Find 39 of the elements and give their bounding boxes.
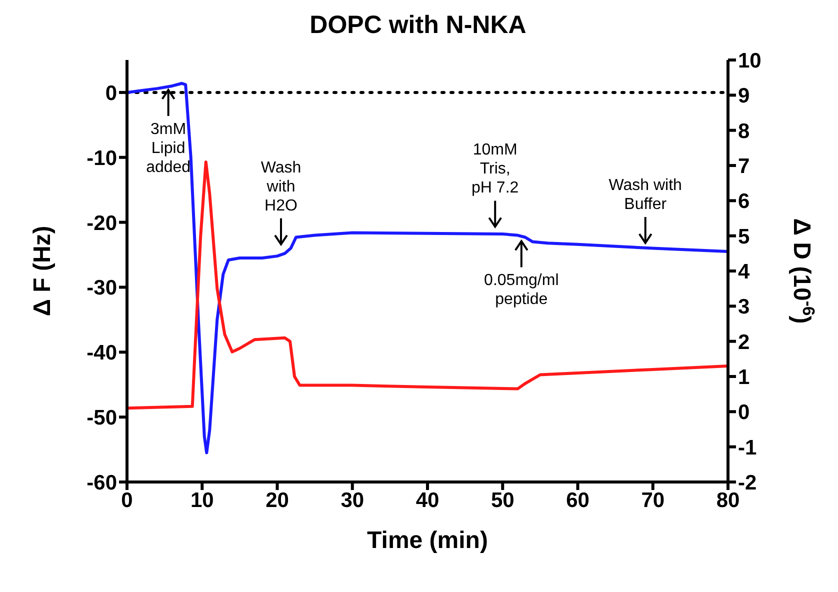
x-tick-label: 10 xyxy=(190,488,214,512)
y-tick-label: -10 xyxy=(86,146,117,170)
y2-tick-label: 0 xyxy=(738,401,750,424)
chart-title: DOPC with N-NKA xyxy=(308,10,528,41)
line-series xyxy=(127,82,728,454)
x-tick-label: 80 xyxy=(716,488,740,512)
y-tick-label: -60 xyxy=(86,471,117,494)
annotation: 3mM Lipid added xyxy=(146,120,191,176)
annotation: 10mM Tris, pH 7.2 xyxy=(472,142,519,197)
annotation: Wash with Buffer xyxy=(608,176,682,213)
y-tick-label: 0 xyxy=(105,82,117,105)
y-tick-label: -50 xyxy=(86,406,117,430)
y2-tick-label: 4 xyxy=(738,260,750,284)
annotation: Wash with H2O xyxy=(260,159,302,214)
y2-tick-label: 5 xyxy=(738,225,750,248)
y2-tick-label: 9 xyxy=(738,84,750,108)
y2-tick-label: 10 xyxy=(738,49,762,72)
y-axis-title: Δ F (Hz) xyxy=(29,226,56,316)
y2-tick-label: 6 xyxy=(738,190,750,214)
x-tick-label: 0 xyxy=(121,488,133,512)
x-tick-label: 70 xyxy=(641,488,665,512)
y-tick-label: -40 xyxy=(86,342,117,365)
annotation: 0.05mg/ml peptide xyxy=(484,272,559,308)
y-tick-label: -20 xyxy=(86,212,117,235)
y2-tick-label: -1 xyxy=(738,436,757,460)
y2-tick-label: 7 xyxy=(738,154,750,178)
y2-tick-label: -2 xyxy=(738,471,757,494)
x-tick-label: 40 xyxy=(416,488,440,512)
y2-tick-label: 2 xyxy=(738,330,750,354)
x-tick-label: 60 xyxy=(566,488,590,512)
line-series xyxy=(127,160,728,410)
x-tick-label: 50 xyxy=(490,488,514,512)
y2-tick-label: 8 xyxy=(738,120,750,143)
y-tick-label: -30 xyxy=(86,276,117,300)
y2-tick-label: 1 xyxy=(738,366,750,389)
x-tick-label: 30 xyxy=(340,488,364,512)
y2-tick-label: 3 xyxy=(738,296,750,319)
x-axis-title: Time (min) xyxy=(367,527,488,554)
x-tick-label: 20 xyxy=(266,488,289,512)
